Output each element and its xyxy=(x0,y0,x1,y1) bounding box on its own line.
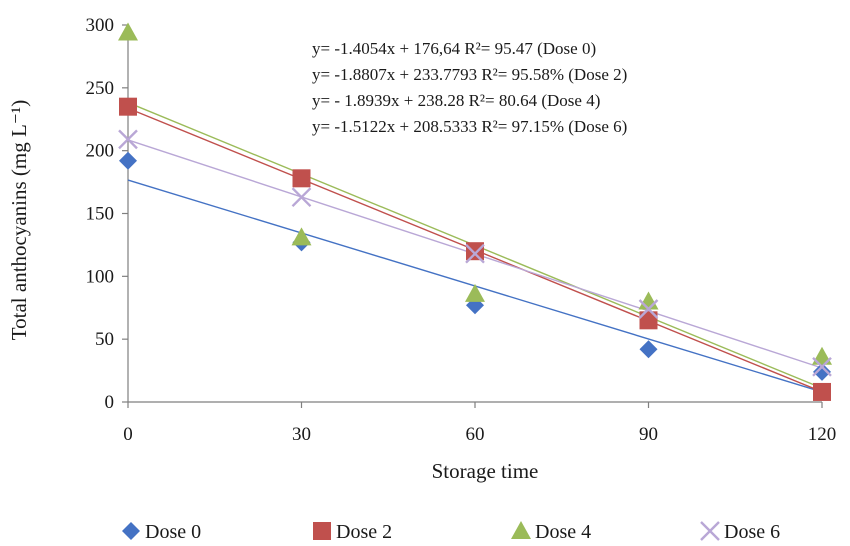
y-tick-label-100: 100 xyxy=(86,266,115,287)
point-dose-2-1 xyxy=(291,227,312,246)
axes: 0 50 100 150 200 250 300 0 30 60 90 120 xyxy=(86,15,837,445)
legend-marker-1 xyxy=(313,522,331,540)
legend: Dose 0 Dose 2 Dose 4 Dose 6 xyxy=(122,521,780,543)
point-dose-3-3 xyxy=(638,299,659,319)
point-dose-0-0 xyxy=(119,151,137,170)
y-tick-label-250: 250 xyxy=(86,78,115,99)
equation-2: y= - 1.8939x + 238.28 R²= 80.64 (Dose 4) xyxy=(312,91,600,110)
x-tick-label-0: 0 xyxy=(123,424,133,445)
point-dose-1-0 xyxy=(119,97,137,116)
data-points xyxy=(118,22,832,401)
x-tick-label-90: 90 xyxy=(639,424,658,445)
legend-label-2: Dose 4 xyxy=(535,521,591,543)
equation-0: y= -1.4054x + 176,64 R²= 95.47 (Dose 0) xyxy=(312,39,596,58)
x-axis-title: Storage time xyxy=(432,459,539,483)
point-dose-2-2 xyxy=(465,283,485,302)
point-dose-3-2 xyxy=(465,243,485,264)
equations: y= -1.4054x + 176,64 R²= 95.47 (Dose 0) y… xyxy=(312,39,627,136)
point-dose-3-4 xyxy=(812,356,832,377)
equation-3: y= -1.5122x + 208.5333 R²= 97.15% (Dose … xyxy=(312,117,627,136)
point-dose-0-3 xyxy=(639,340,658,359)
y-tick-label-300: 300 xyxy=(86,15,115,36)
y-tick-label-0: 0 xyxy=(105,392,115,413)
legend-label-1: Dose 2 xyxy=(336,521,392,543)
point-dose-1-3 xyxy=(639,311,658,330)
legend-label-0: Dose 0 xyxy=(145,521,201,543)
point-dose-2-4 xyxy=(812,346,832,365)
x-tick-label-120: 120 xyxy=(808,424,837,445)
legend-label-3: Dose 6 xyxy=(724,521,780,543)
x-tick-label-30: 30 xyxy=(292,424,311,445)
point-dose-2-0 xyxy=(118,22,138,41)
y-axis-title: Total anthocyanins (mg L⁻¹) xyxy=(7,100,31,340)
x-tick-label-60: 60 xyxy=(466,424,485,445)
legend-marker-2 xyxy=(511,521,531,539)
point-dose-1-4 xyxy=(813,382,831,401)
point-dose-0-4 xyxy=(813,362,831,381)
point-dose-1-1 xyxy=(292,169,311,188)
y-tick-label-200: 200 xyxy=(86,141,115,162)
y-tick-label-50: 50 xyxy=(95,329,114,350)
y-tick-label-150: 150 xyxy=(86,204,115,225)
point-dose-1-2 xyxy=(466,242,484,261)
legend-marker-0 xyxy=(122,522,140,540)
point-dose-3-0 xyxy=(118,129,138,150)
legend-marker-3 xyxy=(700,521,720,541)
equation-1: y= -1.8807x + 233.7793 R²= 95.58% (Dose … xyxy=(312,65,627,84)
point-dose-3-1 xyxy=(291,187,312,208)
